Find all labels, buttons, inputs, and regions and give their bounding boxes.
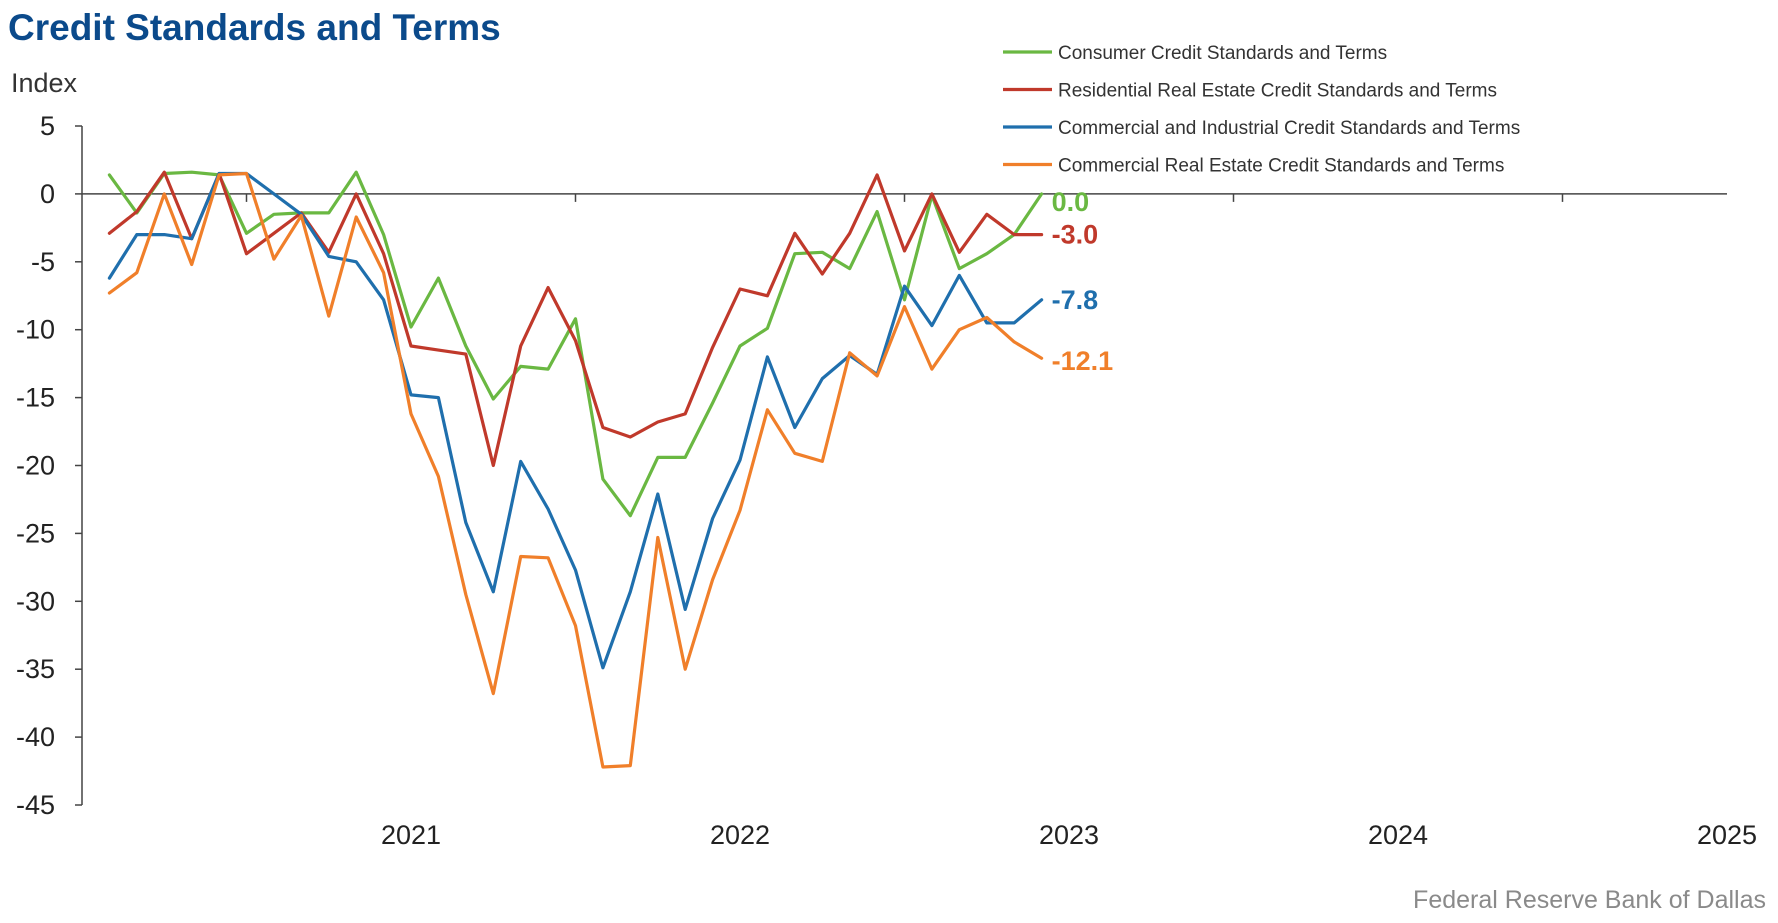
y-tick-label: -20 [16,451,55,481]
series-line-4 [107,171,1044,769]
legend-label-4: Commercial Real Estate Credit Standards … [1058,156,1504,177]
chart-title: Credit Standards and Terms [8,7,501,48]
y-tick-label: -15 [16,383,55,413]
legend-label-1: Consumer Credit Standards and Terms [1058,43,1387,64]
series-lines [107,170,1044,769]
legend: Consumer Credit Standards and Terms Resid… [1003,43,1520,177]
y-tick-label: -45 [16,790,55,820]
y-tick-label: -5 [31,247,55,277]
x-tick-label: 2021 [381,820,441,850]
end-labels: 0.0-3.0 -7.8 -12.1 [1052,187,1114,376]
series-line-1 [107,170,1044,518]
source-note: Federal Reserve Bank of Dallas [1413,886,1766,914]
series-line-2 [107,170,1044,468]
end-label-3: -7.8 [1052,285,1099,315]
legend-label-3: Commercial and Industrial Credit Standar… [1058,118,1520,139]
x-tick-label: 2024 [1368,820,1428,850]
series-line-3 [107,171,1044,670]
y-tick-label: -30 [16,586,55,616]
axes: 5 0 -5 -10 -15 -20 -25 -30 -35 -40 -45 2021 2022 2023… [16,111,1757,850]
legend-label-2: Residential Real Estate Credit Standards… [1058,81,1497,102]
y-tick-label: -40 [16,722,55,752]
x-tick-label: 2025 [1697,820,1757,850]
end-label-4: -12.1 [1052,346,1114,376]
y-axis-label: Index [11,68,78,98]
x-tick-label: 2022 [710,820,770,850]
end-label-2: -3.0 [1052,220,1099,250]
x-tick-label: 2023 [1039,820,1099,850]
y-tick-label: -10 [16,315,55,345]
y-tick-label: 0 [40,179,55,209]
end-label-1: 0.0 [1052,187,1090,217]
y-tick-label: -35 [16,654,55,684]
y-tick-label: 5 [40,111,55,141]
y-tick-label: -25 [16,518,55,548]
